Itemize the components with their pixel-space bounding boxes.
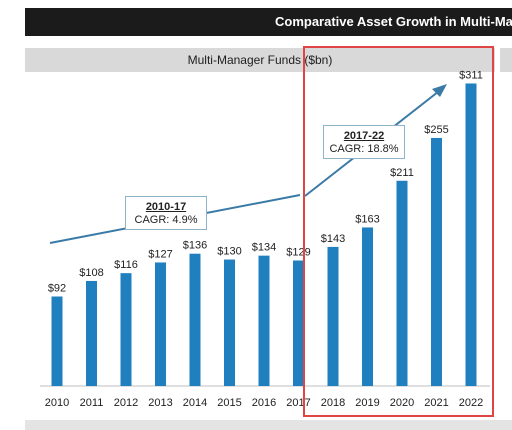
- bar-2019: [362, 227, 373, 386]
- trend-arrowhead: [432, 84, 447, 97]
- value-label-2014: $136: [183, 240, 207, 252]
- subtitle-bar-extension: [500, 48, 512, 72]
- bar-2022: [465, 83, 477, 387]
- value-label-2011: $108: [79, 267, 103, 279]
- x-tick-label-2019: 2019: [355, 397, 379, 409]
- x-tick-label-2015: 2015: [217, 397, 241, 409]
- x-tick-label-2018: 2018: [321, 397, 345, 409]
- callout-period: 2010-17: [145, 201, 187, 213]
- x-tick-label-2013: 2013: [148, 397, 172, 409]
- callout-2010-17: 2010-17 CAGR: 4.9%: [125, 196, 207, 230]
- x-tick-label-2011: 2011: [80, 397, 104, 409]
- x-tick-label-2012: 2012: [114, 397, 138, 409]
- callout-cagr: CAGR: 4.9%: [134, 214, 198, 226]
- value-label-2012: $116: [114, 259, 138, 271]
- value-label-2015: $130: [217, 246, 241, 258]
- bar-2012: [120, 273, 132, 386]
- x-tick-label-2022: 2022: [459, 397, 483, 409]
- bar-2017: [293, 260, 304, 386]
- x-tick-label-2010: 2010: [45, 397, 69, 409]
- x-tick-label-2014: 2014: [183, 397, 207, 409]
- bar-2020: [396, 180, 408, 386]
- footer-band: [25, 420, 512, 430]
- bar-2016: [258, 255, 270, 386]
- bar-2021: [431, 137, 442, 386]
- x-tick-label-2021: 2021: [424, 397, 448, 409]
- value-label-2020: $211: [390, 167, 414, 179]
- value-label-2018: $143: [321, 233, 345, 245]
- callout-period: 2017-22: [343, 130, 385, 142]
- callout-cagr: CAGR: 18.8%: [329, 143, 399, 155]
- value-label-2010: $92: [48, 283, 66, 295]
- x-tick-label-2016: 2016: [252, 397, 276, 409]
- value-label-2022: $311: [459, 69, 483, 81]
- value-label-2021: $255: [424, 124, 448, 136]
- bar-2013: [155, 262, 166, 386]
- chart-subtitle-bar: Multi-Manager Funds ($bn): [25, 48, 495, 72]
- bar-2015: [224, 259, 235, 386]
- callout-2017-22: 2017-22 CAGR: 18.8%: [323, 125, 405, 159]
- highlight-box: [303, 46, 494, 417]
- bar-2011: [86, 280, 97, 386]
- bar-2014: [189, 253, 201, 386]
- bar-2018: [327, 246, 339, 386]
- value-label-2013: $127: [148, 248, 172, 260]
- chart-subtitle: Multi-Manager Funds ($bn): [187, 53, 333, 67]
- header-band: Comparative Asset Growth in Multi-Mana: [25, 8, 512, 36]
- x-tick-label-2020: 2020: [390, 397, 414, 409]
- value-label-2019: $163: [355, 213, 379, 225]
- bar-2010: [51, 296, 63, 386]
- value-label-2016: $134: [252, 242, 276, 254]
- header-title: Comparative Asset Growth in Multi-Mana: [275, 14, 512, 29]
